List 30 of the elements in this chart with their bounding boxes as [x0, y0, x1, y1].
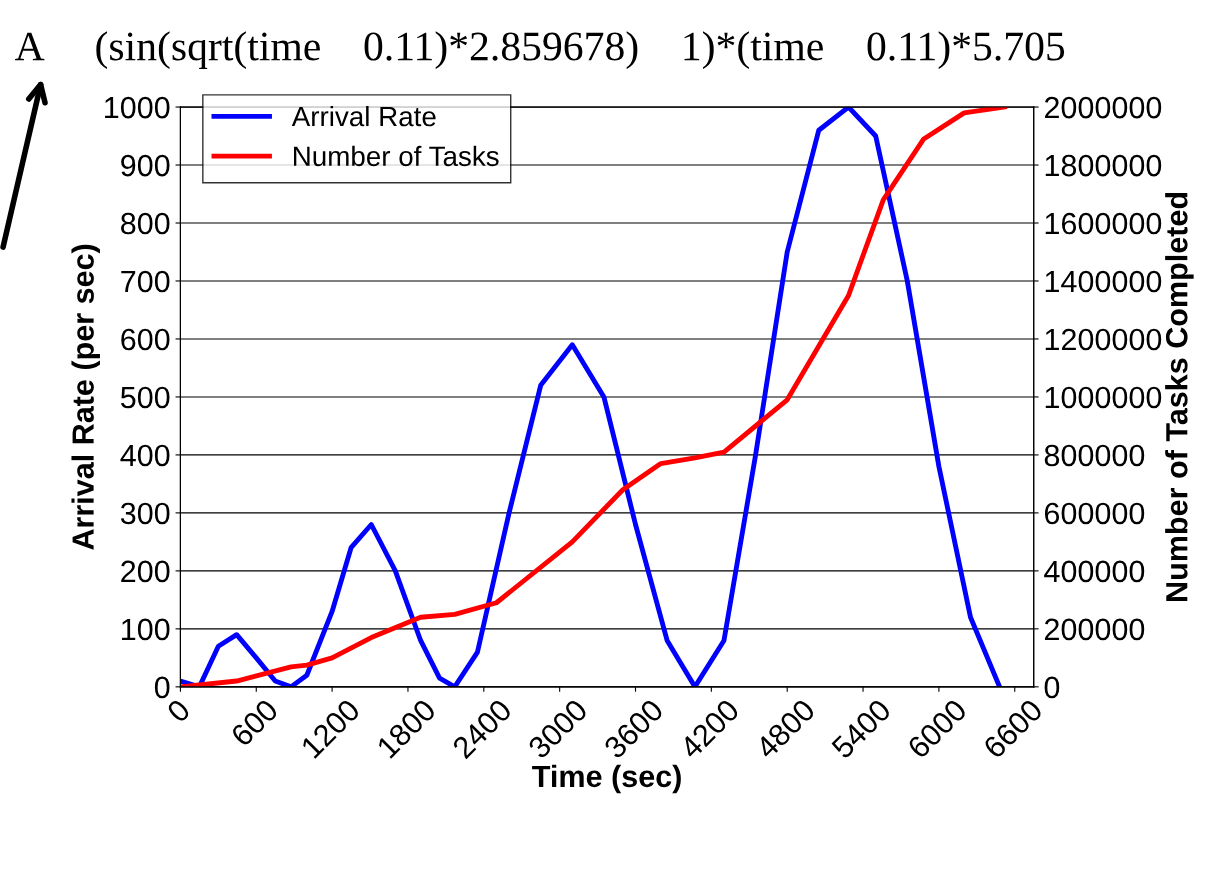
x-axis-title: Time (sec): [532, 764, 681, 794]
y-axis-title: Arrival Rate (per sec): [71, 244, 100, 550]
x-tick-label: 0: [165, 697, 192, 724]
y-tick-label: 200: [121, 560, 170, 583]
y-tick-label: 600: [121, 328, 170, 351]
legend-label: Arrival Rate: [291, 105, 436, 127]
y2-tick-label: 800000: [1044, 444, 1145, 467]
x-tick-label: 600: [229, 697, 280, 748]
y-tick-label: 500: [120, 386, 170, 409]
y2-axis-title: Number of Tasks Completed: [1165, 192, 1194, 601]
y-tick-label: 300: [120, 502, 170, 525]
y2-tick-label: 1600000: [1045, 212, 1162, 235]
y2-tick-label: 1000000: [1045, 386, 1162, 409]
y-tick-label: 1000: [105, 96, 170, 119]
y-tick-label: 100: [122, 618, 170, 641]
y-tick-label: 400: [120, 444, 170, 467]
y2-tick-label: 1200000: [1045, 328, 1162, 351]
y-tick-label: 900: [121, 154, 170, 177]
y2-tick-label: 400000: [1044, 560, 1145, 583]
y-tick-label: 700: [121, 270, 170, 293]
legend-label: Number of Tasks: [294, 145, 499, 167]
y2-tick-label: 0: [1044, 676, 1060, 699]
y-tick-label: 800: [121, 212, 170, 235]
y-tick-label: 0: [154, 676, 170, 699]
y2-tick-label: 2000000: [1044, 96, 1162, 119]
y2-tick-label: 600000: [1044, 502, 1145, 525]
chart-title: A (sin(sqrt(time 0.11)*2.859678) 1)*(time 0.11)*5.705: [15, 31, 1065, 70]
y2-tick-label: 1800000: [1045, 154, 1162, 177]
y2-tick-label: 1400000: [1045, 270, 1162, 293]
y2-tick-label: 200000: [1044, 618, 1145, 641]
